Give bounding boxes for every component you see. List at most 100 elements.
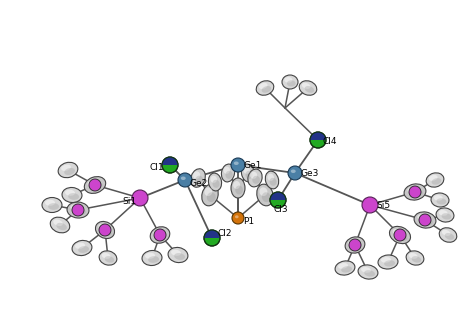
Text: Ge1: Ge1 xyxy=(244,161,263,169)
Ellipse shape xyxy=(91,183,102,190)
Ellipse shape xyxy=(50,217,70,233)
Ellipse shape xyxy=(53,219,63,226)
Text: P1: P1 xyxy=(243,217,254,225)
Ellipse shape xyxy=(302,83,310,89)
Ellipse shape xyxy=(153,229,163,236)
Ellipse shape xyxy=(42,197,62,212)
Ellipse shape xyxy=(202,184,218,206)
Ellipse shape xyxy=(99,224,108,231)
Ellipse shape xyxy=(396,232,408,241)
Ellipse shape xyxy=(390,226,410,244)
Ellipse shape xyxy=(209,173,221,191)
Ellipse shape xyxy=(267,174,274,181)
Ellipse shape xyxy=(195,176,203,184)
Ellipse shape xyxy=(174,253,185,260)
Ellipse shape xyxy=(64,168,75,175)
Ellipse shape xyxy=(95,221,115,238)
Ellipse shape xyxy=(429,175,438,181)
Ellipse shape xyxy=(348,239,358,246)
Ellipse shape xyxy=(67,202,89,218)
Ellipse shape xyxy=(404,184,426,200)
Text: Si1: Si1 xyxy=(122,197,136,205)
Ellipse shape xyxy=(168,247,188,263)
Ellipse shape xyxy=(56,223,67,230)
Ellipse shape xyxy=(65,190,75,196)
Circle shape xyxy=(394,229,406,241)
Ellipse shape xyxy=(409,253,418,259)
Circle shape xyxy=(362,197,378,213)
Ellipse shape xyxy=(432,178,441,185)
Circle shape xyxy=(349,239,361,251)
Ellipse shape xyxy=(250,172,257,179)
Ellipse shape xyxy=(439,228,457,242)
Ellipse shape xyxy=(364,270,375,277)
Ellipse shape xyxy=(74,208,86,215)
Circle shape xyxy=(99,224,111,236)
Ellipse shape xyxy=(150,227,170,243)
Ellipse shape xyxy=(259,83,267,89)
Ellipse shape xyxy=(233,181,240,189)
Ellipse shape xyxy=(61,165,71,171)
Ellipse shape xyxy=(70,204,81,211)
Ellipse shape xyxy=(257,184,273,206)
Ellipse shape xyxy=(284,77,292,83)
Circle shape xyxy=(270,192,286,208)
Ellipse shape xyxy=(252,176,260,184)
Circle shape xyxy=(72,204,84,216)
Text: Cl2: Cl2 xyxy=(218,230,233,238)
Ellipse shape xyxy=(212,180,219,188)
Text: Ge2: Ge2 xyxy=(190,178,208,188)
Ellipse shape xyxy=(341,266,352,273)
Ellipse shape xyxy=(442,213,451,220)
Ellipse shape xyxy=(221,164,235,182)
Ellipse shape xyxy=(142,251,162,266)
Ellipse shape xyxy=(381,257,391,263)
Ellipse shape xyxy=(434,195,443,201)
Text: Cl3: Cl3 xyxy=(274,205,289,215)
Ellipse shape xyxy=(411,190,423,197)
Ellipse shape xyxy=(45,200,55,206)
Ellipse shape xyxy=(235,185,243,195)
Circle shape xyxy=(204,230,220,246)
Circle shape xyxy=(409,186,421,198)
Ellipse shape xyxy=(442,230,450,236)
Ellipse shape xyxy=(262,192,271,202)
Circle shape xyxy=(231,158,245,172)
Ellipse shape xyxy=(338,263,348,269)
Circle shape xyxy=(419,214,431,226)
Ellipse shape xyxy=(392,229,403,236)
Ellipse shape xyxy=(68,193,79,200)
Ellipse shape xyxy=(231,178,245,198)
Ellipse shape xyxy=(207,192,216,202)
Ellipse shape xyxy=(75,243,85,249)
Ellipse shape xyxy=(101,227,112,236)
Ellipse shape xyxy=(259,187,267,196)
Text: Cl4: Cl4 xyxy=(323,137,337,147)
Ellipse shape xyxy=(262,86,271,93)
Ellipse shape xyxy=(287,80,296,86)
Ellipse shape xyxy=(256,81,274,95)
Ellipse shape xyxy=(411,256,421,263)
Text: Cl1: Cl1 xyxy=(150,162,164,171)
Ellipse shape xyxy=(181,176,186,180)
Ellipse shape xyxy=(439,210,447,216)
Ellipse shape xyxy=(99,251,117,265)
Text: Ge3: Ge3 xyxy=(301,169,319,177)
Ellipse shape xyxy=(335,261,355,275)
Circle shape xyxy=(310,132,326,148)
Wedge shape xyxy=(310,132,326,140)
Circle shape xyxy=(162,157,178,173)
Ellipse shape xyxy=(171,250,181,256)
Ellipse shape xyxy=(351,243,362,250)
Ellipse shape xyxy=(78,246,89,253)
Ellipse shape xyxy=(204,187,212,196)
Ellipse shape xyxy=(426,173,444,187)
Ellipse shape xyxy=(241,164,255,182)
Ellipse shape xyxy=(235,215,238,218)
Ellipse shape xyxy=(58,162,78,178)
Ellipse shape xyxy=(105,256,114,263)
Ellipse shape xyxy=(48,203,59,210)
Ellipse shape xyxy=(358,265,378,279)
Ellipse shape xyxy=(431,193,449,207)
Circle shape xyxy=(132,190,148,206)
